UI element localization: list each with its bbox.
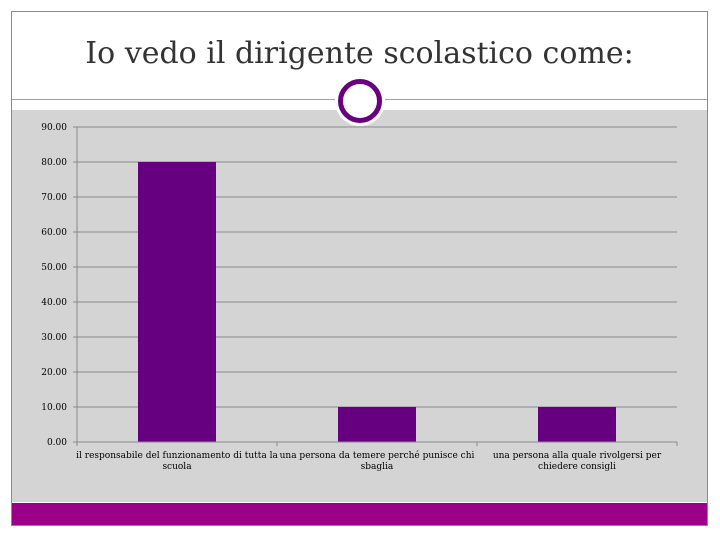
- y-tick-label: 80.00: [41, 158, 67, 168]
- x-category-label: scuola: [162, 462, 192, 472]
- y-tick-labels: 0.00 10.00 20.00 30.00 40.00 50.00 60.00 70.00 8…: [41, 123, 67, 448]
- y-tick-label: 0.00: [47, 438, 67, 448]
- bar: [538, 407, 616, 442]
- bars: [138, 162, 616, 442]
- y-tick-label: 60.00: [41, 228, 67, 238]
- slide-title: Io vedo il dirigente scolastico come:: [85, 36, 634, 71]
- bar: [138, 162, 216, 442]
- y-tick-label: 50.00: [41, 263, 67, 273]
- x-category-label: il responsabile del funzionamento di tut…: [76, 451, 278, 461]
- x-category-label: chiedere consigli: [538, 462, 616, 472]
- bar: [338, 407, 416, 442]
- x-category-label: sbaglia: [361, 462, 394, 472]
- x-category-label: una persona alla quale rivolgersi per: [493, 451, 662, 461]
- y-tick-label: 90.00: [41, 123, 67, 133]
- axes: [73, 126, 678, 446]
- y-tick-label: 10.00: [41, 403, 67, 413]
- y-tick-label: 70.00: [41, 193, 67, 203]
- y-tick-label: 40.00: [41, 298, 67, 308]
- footer-bar: [12, 503, 707, 525]
- x-category-label: una persona da temere perché punisce chi: [280, 450, 475, 461]
- x-category-labels: il responsabile del funzionamento di tut…: [76, 450, 662, 472]
- y-tick-label: 20.00: [41, 368, 67, 378]
- y-tick-label: 30.00: [41, 333, 67, 343]
- ring-ornament-icon: [338, 79, 382, 123]
